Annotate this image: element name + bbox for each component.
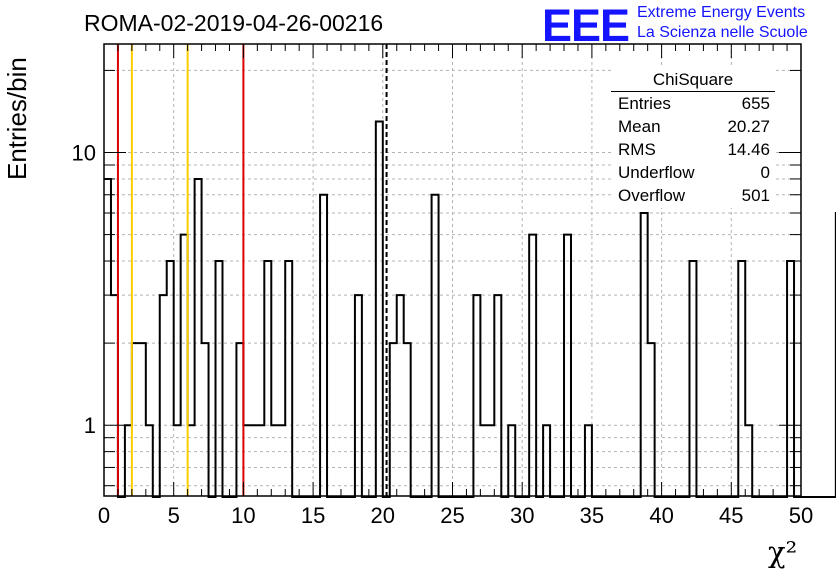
stat-row-rms: RMS 14.46	[611, 138, 775, 161]
stat-row-overflow: Overflow 501	[611, 184, 775, 207]
x-axis-label: χ²	[768, 535, 798, 569]
x-tick-label: 0	[98, 503, 110, 528]
y-tick-label: 1	[84, 413, 96, 438]
x-tick-label: 35	[580, 503, 604, 528]
x-tick-label: 10	[231, 503, 255, 528]
stat-label: Overflow	[618, 186, 686, 205]
x-tick-label: 40	[649, 503, 673, 528]
stats-box: ChiSquare Entries 655 Mean 20.27 RMS 14.…	[611, 68, 775, 208]
histogram-series	[104, 120, 836, 498]
stat-label: RMS	[618, 140, 656, 159]
x-tick-label: 45	[719, 503, 743, 528]
x-tick-label: 30	[510, 503, 534, 528]
stat-label: Entries	[618, 94, 671, 113]
logo-line-2: La Scienza nelle Scuole	[637, 24, 808, 41]
stats-title: ChiSquare	[611, 68, 775, 92]
x-tick-label: 20	[371, 503, 395, 528]
chart-title: ROMA-02-2019-04-26-00216	[84, 10, 384, 36]
stat-value: 20.27	[727, 117, 770, 136]
stat-row-mean: Mean 20.27	[611, 115, 775, 138]
x-tick-label: 25	[440, 503, 464, 528]
stat-row-entries: Entries 655	[611, 92, 775, 115]
stat-value: 655	[741, 94, 770, 113]
x-tick-label: 5	[168, 503, 180, 528]
x-tick-label: 50	[789, 503, 813, 528]
stat-label: Mean	[618, 117, 661, 136]
y-tick-label: 10	[72, 141, 96, 166]
stat-value: 501	[741, 186, 770, 205]
stat-label: Underflow	[618, 163, 695, 182]
x-tick-label: 15	[301, 503, 325, 528]
stat-value: 0	[760, 163, 770, 182]
y-axis-label: Entries/bin	[2, 57, 32, 180]
logo-line-1: Extreme Energy Events	[637, 4, 806, 21]
eee-logo: EEE	[542, 0, 630, 51]
stat-value: 14.46	[727, 140, 770, 159]
stat-row-underflow: Underflow 0	[611, 161, 775, 184]
